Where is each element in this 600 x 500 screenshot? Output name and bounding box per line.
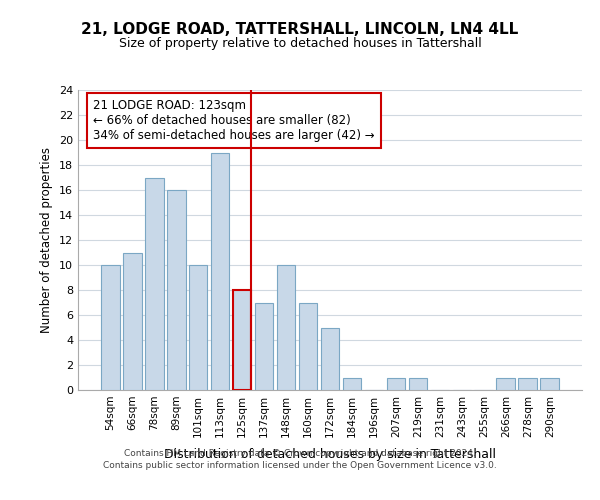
Bar <box>255 302 274 390</box>
Bar <box>409 378 427 390</box>
Bar <box>541 378 559 390</box>
Bar <box>496 378 515 390</box>
Bar <box>145 178 164 390</box>
X-axis label: Distribution of detached houses by size in Tattershall: Distribution of detached houses by size … <box>164 448 496 461</box>
Bar <box>123 252 142 390</box>
Bar <box>320 328 340 390</box>
Bar <box>189 265 208 390</box>
Text: 21, LODGE ROAD, TATTERSHALL, LINCOLN, LN4 4LL: 21, LODGE ROAD, TATTERSHALL, LINCOLN, LN… <box>82 22 518 38</box>
Text: Contains HM Land Registry data © Crown copyright and database right 2024.: Contains HM Land Registry data © Crown c… <box>124 448 476 458</box>
Bar <box>211 152 229 390</box>
Y-axis label: Number of detached properties: Number of detached properties <box>40 147 53 333</box>
Bar <box>386 378 405 390</box>
Text: 21 LODGE ROAD: 123sqm
← 66% of detached houses are smaller (82)
34% of semi-deta: 21 LODGE ROAD: 123sqm ← 66% of detached … <box>93 99 375 142</box>
Text: Contains public sector information licensed under the Open Government Licence v3: Contains public sector information licen… <box>103 461 497 470</box>
Bar <box>299 302 317 390</box>
Bar <box>233 290 251 390</box>
Bar <box>101 265 119 390</box>
Text: Size of property relative to detached houses in Tattershall: Size of property relative to detached ho… <box>119 38 481 51</box>
Bar <box>518 378 537 390</box>
Bar <box>277 265 295 390</box>
Bar <box>167 190 185 390</box>
Bar <box>343 378 361 390</box>
